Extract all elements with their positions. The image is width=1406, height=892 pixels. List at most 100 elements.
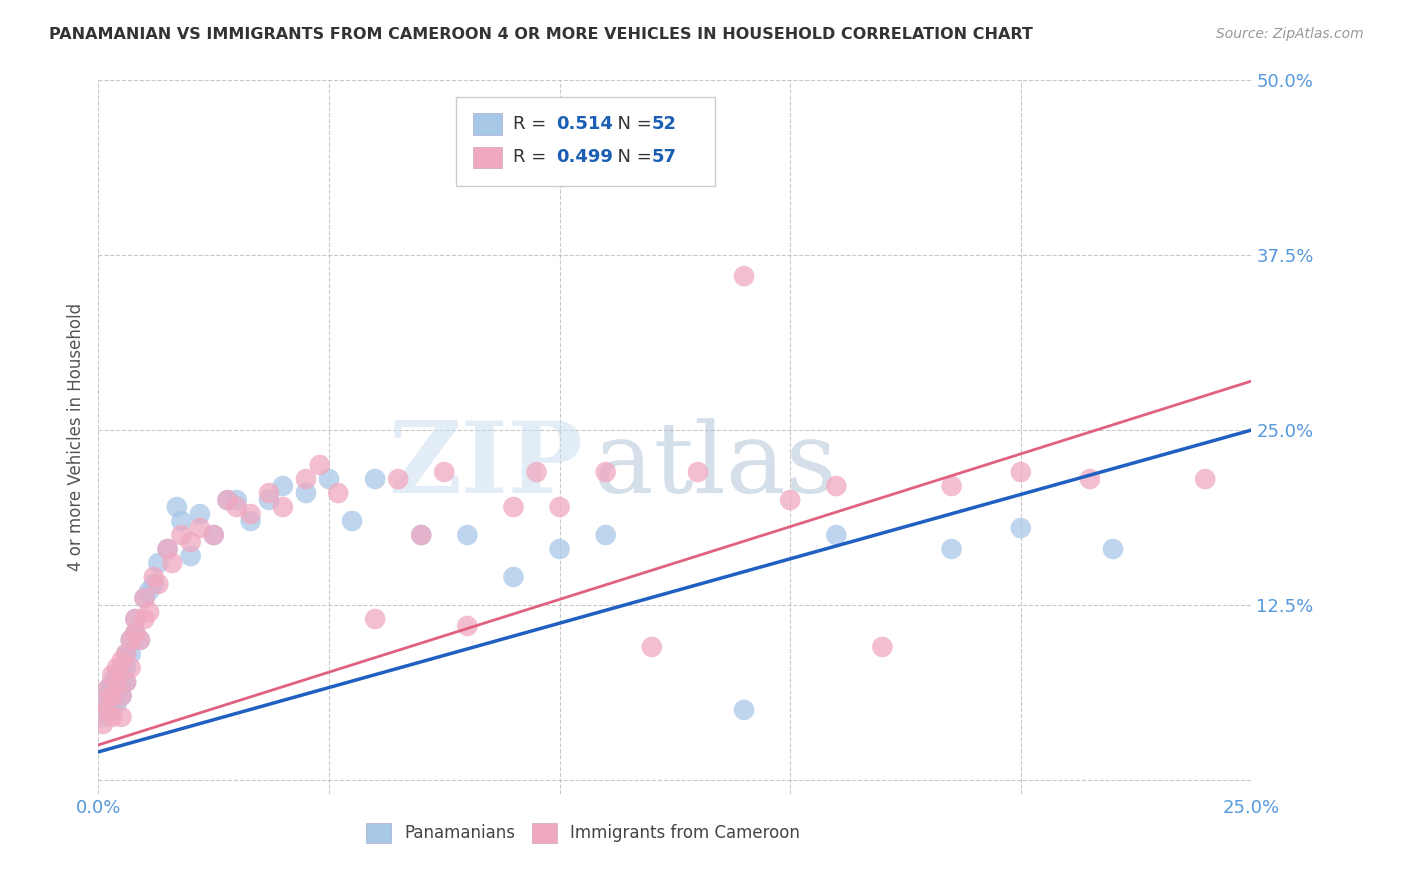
Point <box>217 493 239 508</box>
Point <box>941 479 963 493</box>
Point <box>433 465 456 479</box>
Point <box>411 528 433 542</box>
Point <box>1010 521 1032 535</box>
Point <box>1194 472 1216 486</box>
Point <box>225 500 247 514</box>
Point <box>115 675 138 690</box>
FancyBboxPatch shape <box>472 146 502 168</box>
Text: 57: 57 <box>652 148 676 166</box>
Point <box>129 632 152 647</box>
Point <box>101 668 124 682</box>
Point <box>105 696 128 710</box>
Point <box>1078 472 1101 486</box>
Point <box>872 640 894 654</box>
Point <box>91 696 114 710</box>
Point <box>124 626 146 640</box>
Point <box>115 647 138 661</box>
Point <box>295 472 318 486</box>
Point <box>124 612 146 626</box>
Point <box>134 591 156 605</box>
Point <box>115 675 138 690</box>
Point <box>170 514 193 528</box>
Point <box>686 465 709 479</box>
Point <box>456 528 478 542</box>
Point <box>142 570 165 584</box>
Point <box>134 612 156 626</box>
Text: atlas: atlas <box>595 417 837 514</box>
Point <box>180 549 202 563</box>
Point <box>328 486 350 500</box>
Point <box>318 472 340 486</box>
Point <box>101 710 124 724</box>
Text: PANAMANIAN VS IMMIGRANTS FROM CAMEROON 4 OR MORE VEHICLES IN HOUSEHOLD CORRELATI: PANAMANIAN VS IMMIGRANTS FROM CAMEROON 4… <box>49 27 1033 42</box>
Point <box>101 703 124 717</box>
Point <box>142 577 165 591</box>
Point <box>138 584 160 599</box>
Text: N =: N = <box>606 148 657 166</box>
Point <box>101 689 124 703</box>
Point <box>129 632 152 647</box>
Point <box>105 675 128 690</box>
Point <box>105 681 128 696</box>
Point <box>110 689 132 703</box>
Point <box>595 528 617 542</box>
Text: Source: ZipAtlas.com: Source: ZipAtlas.com <box>1216 27 1364 41</box>
Point <box>340 514 363 528</box>
Y-axis label: 4 or more Vehicles in Household: 4 or more Vehicles in Household <box>66 303 84 571</box>
Point <box>138 605 160 619</box>
Point <box>387 472 409 486</box>
Point <box>110 661 132 675</box>
Point <box>941 541 963 556</box>
Point <box>97 703 120 717</box>
Text: R =: R = <box>513 148 553 166</box>
Point <box>502 570 524 584</box>
Point <box>105 668 128 682</box>
Point <box>308 458 330 472</box>
Point <box>156 541 179 556</box>
Point <box>120 661 142 675</box>
Point <box>364 612 387 626</box>
FancyBboxPatch shape <box>472 113 502 135</box>
Point <box>1102 541 1125 556</box>
Point <box>124 626 146 640</box>
Point <box>91 696 114 710</box>
Legend: Panamanians, Immigrants from Cameroon: Panamanians, Immigrants from Cameroon <box>359 816 807 850</box>
Point <box>115 647 138 661</box>
Point <box>120 632 142 647</box>
FancyBboxPatch shape <box>456 96 716 186</box>
Point <box>110 710 132 724</box>
Point <box>115 661 138 675</box>
Point <box>271 479 294 493</box>
Point <box>134 591 156 605</box>
Point <box>202 528 225 542</box>
Point <box>160 556 183 570</box>
Point <box>91 710 114 724</box>
Point <box>502 500 524 514</box>
Point <box>271 500 294 514</box>
Point <box>91 717 114 731</box>
Point <box>779 493 801 508</box>
Text: ZIP: ZIP <box>388 417 582 514</box>
Point <box>456 619 478 633</box>
Point <box>97 681 120 696</box>
Point <box>188 507 211 521</box>
Point <box>148 577 170 591</box>
Point <box>148 556 170 570</box>
Point <box>101 689 124 703</box>
Point <box>170 528 193 542</box>
Point <box>548 541 571 556</box>
Point <box>526 465 548 479</box>
Point <box>225 493 247 508</box>
Point <box>97 703 120 717</box>
Point <box>641 164 664 178</box>
Point <box>105 661 128 675</box>
Text: N =: N = <box>606 115 657 133</box>
Point <box>124 612 146 626</box>
Text: 0.514: 0.514 <box>557 115 613 133</box>
Point <box>101 675 124 690</box>
Point <box>110 689 132 703</box>
Point <box>295 486 318 500</box>
Point <box>188 521 211 535</box>
Point <box>120 632 142 647</box>
Point <box>411 528 433 542</box>
